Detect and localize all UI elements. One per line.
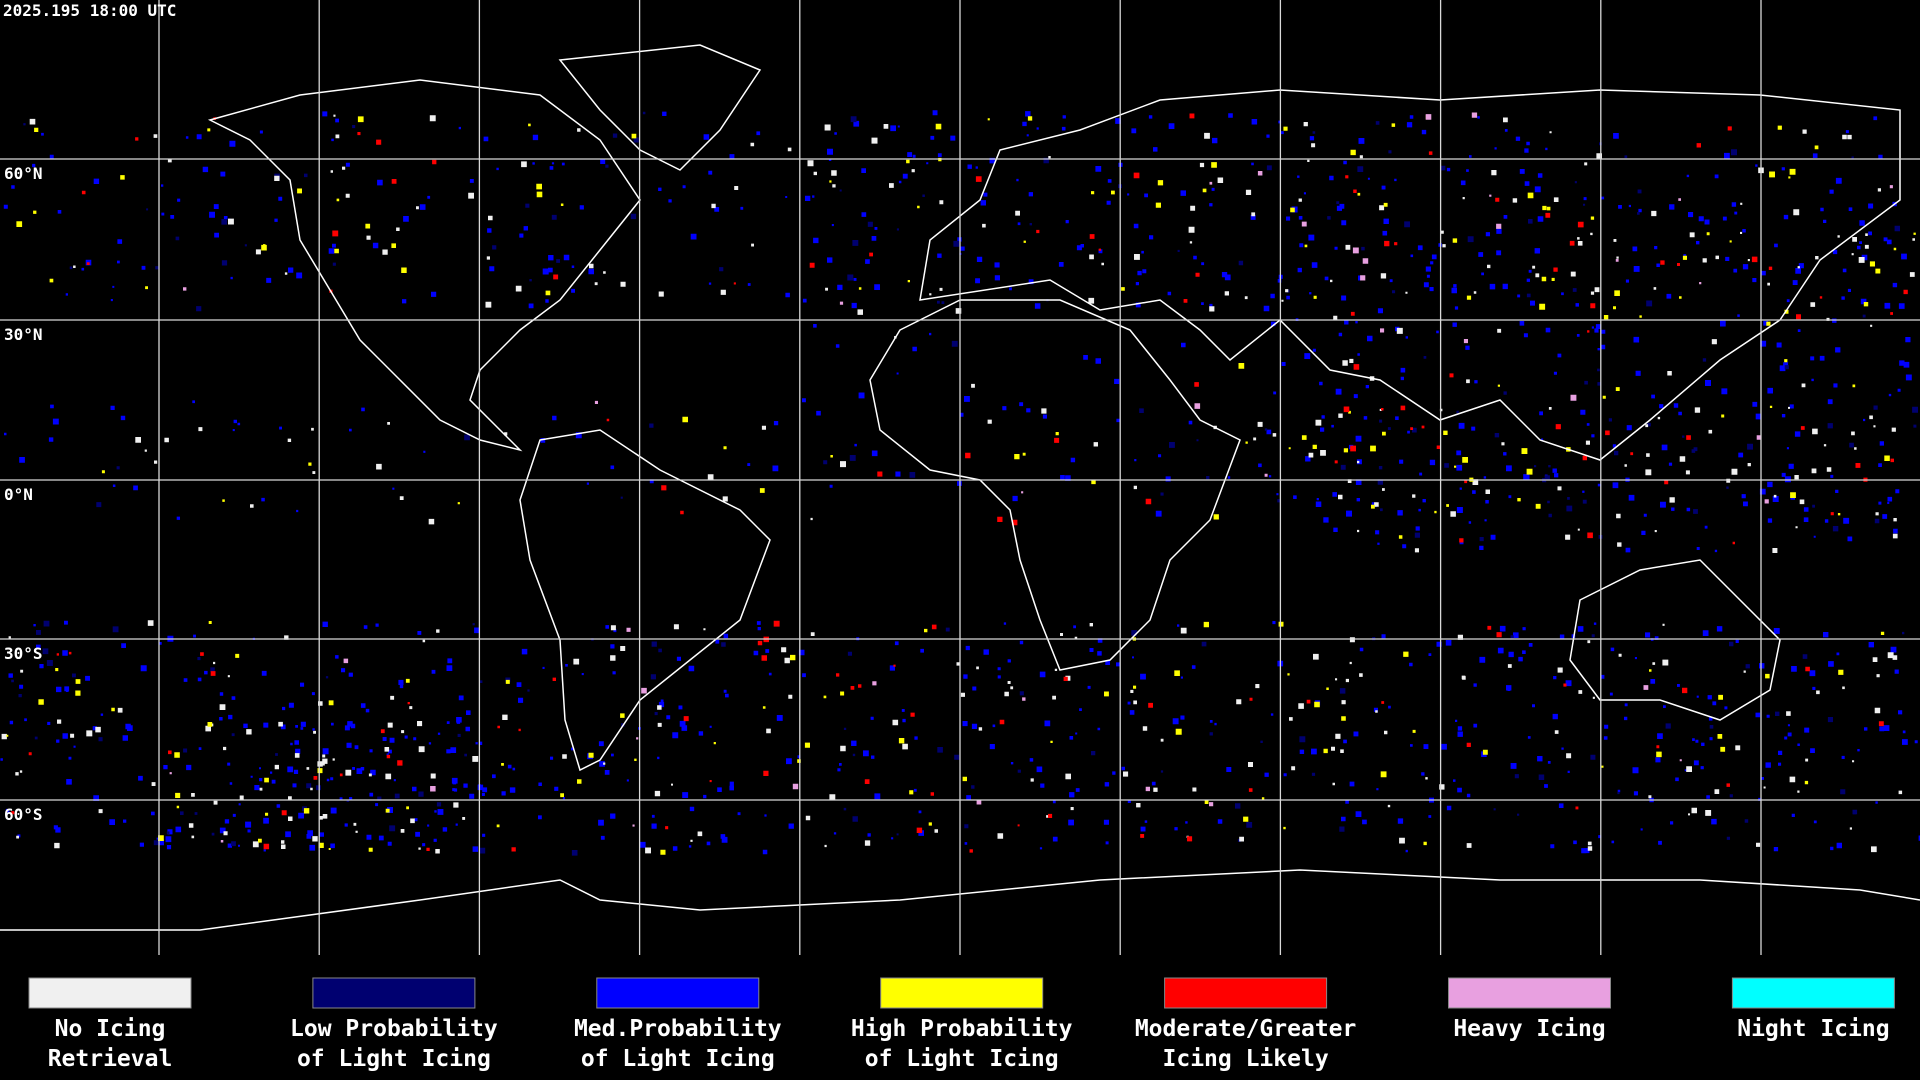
legend-label: Icing Likely — [1163, 1046, 1329, 1072]
legend-swatch — [596, 977, 760, 1009]
legend-swatch — [312, 977, 476, 1009]
legend: No Icing Retrieval Low Probability of Light… — [28, 977, 1895, 1072]
latitude-label: 30°S — [4, 644, 43, 663]
north-america — [207, 79, 641, 452]
legend-label: of Light Icing — [865, 1046, 1059, 1072]
australia — [1569, 559, 1781, 721]
legend-label: Night Icing — [1737, 1016, 1889, 1042]
legend-swatch — [28, 977, 192, 1009]
legend-label: Moderate/Greater — [1135, 1016, 1357, 1042]
legend-label: Med.Probability — [574, 1016, 782, 1042]
eurasia — [919, 89, 1901, 461]
legend-swatch — [1448, 977, 1611, 1009]
latitude-label: 60°S — [4, 805, 43, 824]
latitude-label: 60°N — [4, 164, 43, 183]
legend-swatch — [1731, 977, 1895, 1009]
antarctica — [0, 869, 1920, 931]
greenland — [558, 44, 762, 171]
graticule: 60°N 30°N 0°N 30°S 60°S — [0, 0, 1920, 955]
timestamp: 2025.195 18:00 UTC — [3, 1, 176, 20]
latitude-label: 30°N — [4, 325, 43, 344]
legend-label: No Icing — [55, 1016, 166, 1042]
coastlines — [0, 44, 1920, 931]
legend-label: Low Probability — [290, 1016, 498, 1042]
legend-label: Heavy Icing — [1453, 1016, 1605, 1042]
legend-label: High Probability — [851, 1016, 1073, 1042]
africa — [869, 299, 1241, 671]
legend-label: of Light Icing — [297, 1046, 491, 1072]
legend-label: Retrieval — [48, 1046, 173, 1072]
legend-label: of Light Icing — [581, 1046, 775, 1072]
legend-swatch — [1164, 977, 1328, 1009]
latitude-label: 0°N — [4, 485, 33, 504]
legend-swatch — [880, 977, 1044, 1009]
